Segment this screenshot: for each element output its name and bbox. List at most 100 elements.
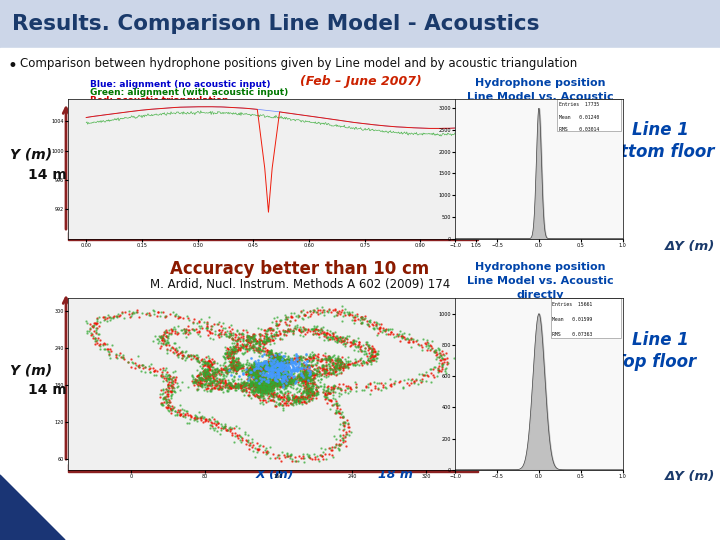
Point [325,332,336,341]
Point [277,382,289,390]
Point [328,361,339,369]
Point [264,358,276,367]
Point [170,387,181,396]
Point [164,387,176,395]
Point [369,350,380,359]
Point [271,372,282,380]
Point [159,395,171,403]
Point [206,422,217,431]
Point [255,389,266,397]
Point [258,359,269,368]
Point [270,380,282,389]
Point [294,374,305,382]
Point [225,424,237,433]
Point [260,381,271,390]
Point [259,365,271,374]
Point [302,381,313,389]
Point [302,450,313,458]
Point [261,379,272,387]
Point [279,366,290,374]
Point [339,417,351,426]
Point [246,362,257,371]
Point [368,353,379,361]
Point [254,383,266,392]
Point [260,380,271,389]
Point [257,358,269,367]
Point [214,375,225,383]
Point [272,376,284,385]
Point [274,368,285,377]
Point [245,364,256,373]
Point [263,387,274,396]
Point [271,328,282,336]
Point [201,387,212,395]
Point [269,369,281,378]
Point [323,444,334,453]
Point [295,369,307,378]
Point [258,366,269,375]
Point [368,377,379,386]
Point [204,379,216,387]
Point [251,365,263,374]
Point [347,336,359,345]
Point [87,321,99,330]
Point [258,386,269,394]
Point [282,369,293,378]
Point [316,308,328,316]
Point [259,366,271,374]
Point [182,352,194,361]
Point [263,363,274,372]
Point [328,360,339,368]
Point [162,401,174,409]
Point [220,379,232,387]
Point [295,376,307,385]
Point [324,356,336,365]
Point [264,360,275,368]
Point [156,335,168,344]
Point [261,388,272,396]
Point [293,356,305,365]
Point [276,382,288,391]
Point [270,378,282,387]
Point [290,396,302,405]
Point [287,357,299,366]
Point [255,376,266,384]
Point [272,368,284,376]
Point [297,368,309,376]
Point [272,368,284,376]
Point [266,381,277,390]
Text: RMS = 3 cm: RMS = 3 cm [478,199,567,212]
Point [263,367,274,375]
Point [281,365,292,374]
Point [312,375,324,384]
Point [279,360,290,369]
Point [300,383,311,392]
Point [275,376,287,384]
Point [169,325,181,334]
Point [204,379,216,387]
Point [275,359,287,368]
Point [265,380,276,389]
Point [218,364,230,373]
Point [180,325,192,334]
Point [265,384,276,393]
Point [228,339,240,348]
Point [207,374,218,382]
Point [242,332,253,341]
Point [162,339,174,347]
Point [166,406,177,414]
Point [249,377,261,386]
Point [325,383,336,391]
Point [336,308,347,316]
Point [300,388,311,397]
Point [275,316,287,325]
Point [297,363,308,372]
Point [209,366,220,374]
Point [293,374,305,383]
Point [219,353,230,361]
Point [261,365,272,374]
Point [204,321,216,330]
Point [284,379,295,388]
Point [248,388,259,397]
Point [297,392,309,401]
